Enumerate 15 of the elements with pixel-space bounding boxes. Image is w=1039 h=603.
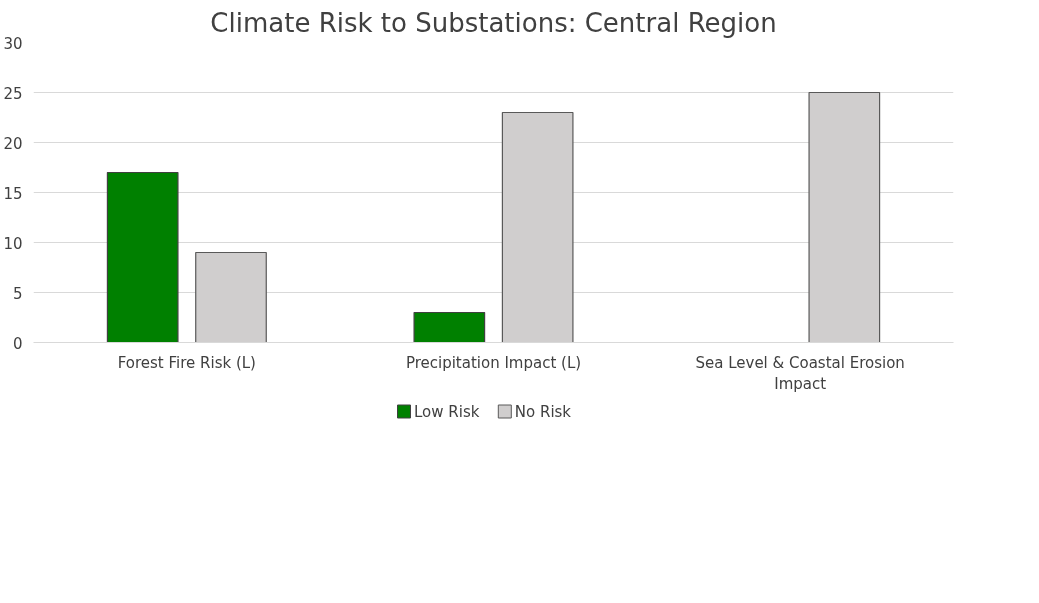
y-tick-label: 25 [3, 84, 23, 103]
legend-label: Low Risk [414, 402, 480, 421]
x-tick-label: Sea Level & Coastal Erosion Impact [695, 353, 905, 394]
chart-title: Climate Risk to Substations: Central Region [210, 7, 777, 38]
y-tick-label: 30 [3, 34, 23, 53]
y-tick-label: 15 [3, 184, 23, 203]
legend-label: No Risk [514, 402, 572, 421]
x-tick-label: Forest Fire Risk (L) [117, 353, 256, 372]
x-tick-label: Precipitation Impact (L) [405, 353, 582, 372]
y-tick-label: 5 [12, 284, 23, 303]
bar [413, 311, 486, 343]
y-tick-label: 0 [12, 334, 23, 353]
y-tick-label: 10 [3, 234, 23, 253]
bar [106, 171, 179, 343]
y-tick-label: 20 [3, 134, 23, 153]
